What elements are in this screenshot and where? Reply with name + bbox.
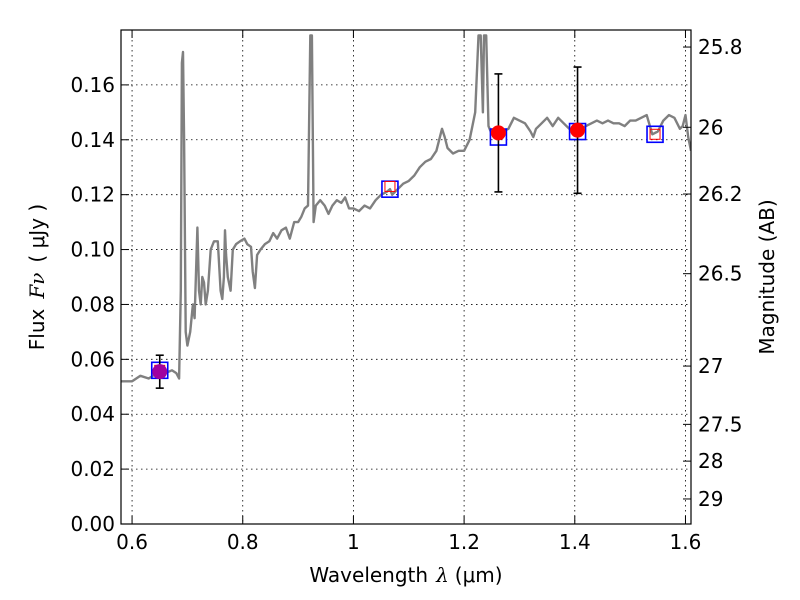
y-tick-label: 0.00 xyxy=(70,512,115,536)
convolved-flux-marker xyxy=(384,180,396,192)
y-tick-label: 0.02 xyxy=(70,457,115,481)
right-tick-label: 25.8 xyxy=(698,35,743,59)
observed-flux-point xyxy=(152,364,168,380)
right-tick-label: 29 xyxy=(698,487,723,511)
plot-area xyxy=(121,34,691,389)
x-tick-label: 1 xyxy=(347,530,360,554)
y-tick-label: 0.16 xyxy=(70,73,115,97)
x-axis-label: Wavelength λ (μm) xyxy=(309,563,502,587)
x-tick-label: 1.2 xyxy=(448,530,480,554)
observed-flux-point xyxy=(490,125,506,141)
axis-ticks: 0.6 0.8 1 1.2 1.4 1.6 0.00 0.02 0.04 0.06 0.08 0.10… xyxy=(70,30,743,554)
plot-frame xyxy=(120,29,692,525)
y-tick-label: 0.10 xyxy=(70,238,115,262)
y-tick-label: 0.08 xyxy=(70,292,115,316)
y-tick-label: 0.14 xyxy=(70,128,115,152)
right-tick-label: 27 xyxy=(698,354,723,378)
right-tick-label: 26 xyxy=(698,115,723,139)
observed-flux-point xyxy=(570,122,586,138)
x-tick-label: 0.6 xyxy=(116,530,148,554)
right-axis-label: Magnitude (AB) xyxy=(755,199,779,354)
grid-lines xyxy=(121,30,691,525)
right-tick-label: 26.5 xyxy=(698,262,743,286)
x-tick-label: 1.4 xyxy=(559,530,591,554)
right-tick-label: 28 xyxy=(698,449,723,473)
right-tick-label: 27.5 xyxy=(698,412,743,436)
y-tick-label: 0.04 xyxy=(70,402,115,426)
x-tick-label: 0.8 xyxy=(227,530,259,554)
y-axis-label: FluxFν( μJy ) xyxy=(25,204,49,350)
model-photometry-marker xyxy=(646,125,664,144)
convolved-flux-marker xyxy=(649,128,661,140)
y-tick-label: 0.06 xyxy=(70,347,115,371)
right-tick-label: 26.2 xyxy=(698,182,743,206)
y-tick-label: 0.12 xyxy=(70,183,115,207)
x-tick-label: 1.6 xyxy=(670,530,702,554)
